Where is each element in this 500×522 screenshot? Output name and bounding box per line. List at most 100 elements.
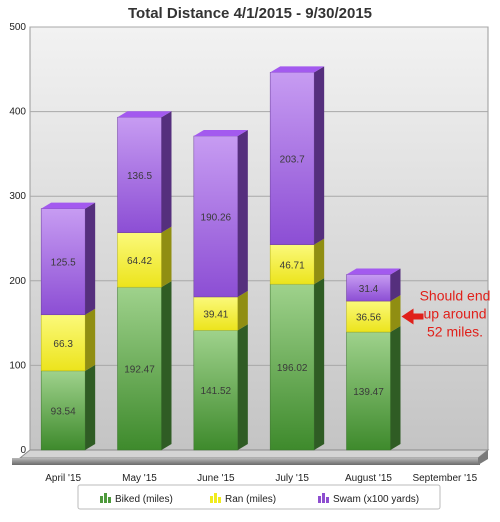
bar-front (193, 330, 239, 451)
legend-item[interactable]: Swam (x100 yards) (318, 493, 419, 505)
bar-segment-ran[interactable]: 39.41 (193, 290, 248, 331)
bar-side (85, 364, 96, 450)
legend-swatch (326, 497, 329, 503)
bar-top (270, 66, 325, 73)
data-label: 46.71 (280, 260, 305, 271)
bar-front (193, 296, 239, 331)
legend-swatch (100, 496, 103, 503)
legend-swatch (104, 493, 107, 503)
annotation-arrow (401, 308, 424, 325)
y-tick-label: 200 (9, 276, 26, 287)
data-label: 192.47 (124, 365, 155, 376)
x-tick-label: August '15 (345, 473, 392, 484)
bar-front (346, 274, 391, 302)
bar-side (390, 326, 401, 450)
plot-floor (12, 449, 490, 465)
legend-label: Swam (x100 yards) (333, 494, 419, 505)
bar-front (269, 244, 315, 285)
bar-side (314, 278, 325, 450)
data-label: 196.02 (277, 363, 308, 374)
bar-side (161, 111, 172, 233)
x-tick-label: September '15 (412, 473, 477, 484)
legend-item[interactable]: Biked (miles) (100, 493, 173, 505)
y-tick-label: 0 (20, 445, 26, 456)
data-label: 31.4 (359, 284, 379, 295)
bar-side (161, 281, 172, 450)
legend-swatch (210, 496, 213, 503)
bar-side (237, 290, 248, 331)
bar-front (117, 116, 162, 233)
bar-front (346, 300, 391, 333)
legend-swatch (218, 497, 221, 503)
legend-swatch (108, 497, 111, 503)
y-axis: 0 100 200 300 400 500 (9, 22, 26, 456)
annotation-text: 52 miles. (427, 324, 483, 340)
bar-segment-swam[interactable]: 125.5 (40, 202, 96, 316)
bar-segment-biked[interactable]: 93.54 (40, 364, 96, 451)
x-axis: April '15 May '15 June '15 July '15 August '… (45, 473, 477, 484)
bar-segment-swam[interactable]: 190.26 (193, 129, 248, 298)
x-tick-label: May '15 (122, 473, 157, 484)
bar-side (237, 129, 248, 297)
bar-segment-swam[interactable]: 203.7 (269, 66, 325, 245)
bar-side (390, 295, 401, 333)
x-tick-label: April '15 (45, 473, 81, 484)
bar-segment-swam[interactable]: 31.4 (346, 268, 401, 302)
data-label: 141.52 (201, 386, 232, 397)
bar-front (193, 135, 239, 298)
bar-top (193, 129, 248, 136)
data-label: 36.56 (356, 313, 381, 324)
y-tick-label: 100 (9, 360, 26, 371)
bar-segment-ran[interactable]: 36.56 (346, 295, 401, 333)
x-tick-label: June '15 (197, 473, 235, 484)
annotation-text: Should end (420, 288, 491, 304)
bar-front (40, 314, 86, 372)
plot-background (29, 26, 489, 451)
data-label: 203.7 (280, 154, 305, 165)
bar-side (314, 66, 325, 245)
data-label: 64.42 (127, 256, 152, 267)
bar-segment-biked[interactable]: 192.47 (117, 281, 172, 451)
legend-swatch (322, 493, 325, 503)
annotation: Should end up around 52 miles. (401, 288, 491, 340)
data-label: 190.26 (201, 212, 232, 223)
bar-side (237, 324, 248, 450)
bar-segment-biked[interactable]: 141.52 (193, 324, 248, 451)
floor-front (12, 458, 480, 465)
bar-segment-ran[interactable]: 64.42 (117, 226, 172, 288)
legend-label: Biked (miles) (115, 494, 173, 505)
bars: 93.54 66.3 125.5 192.47 64.42 136.5 141.52 39.4… (40, 66, 401, 451)
bar-front (346, 331, 391, 451)
bar-segment-swam[interactable]: 136.5 (117, 111, 172, 233)
y-tick-label: 400 (9, 107, 26, 118)
bar-side (161, 226, 172, 288)
data-label: 125.5 (51, 258, 76, 269)
bar-top (41, 202, 96, 209)
bar-front (269, 283, 315, 451)
legend-item[interactable]: Ran (miles) (210, 493, 276, 505)
bar-front (269, 72, 315, 245)
data-label: 66.3 (53, 339, 73, 350)
legend-label: Ran (miles) (225, 494, 276, 505)
floor-side (478, 450, 488, 465)
bar-segment-biked[interactable]: 139.47 (346, 326, 401, 451)
annotation-text: up around (423, 306, 486, 322)
data-label: 39.41 (203, 310, 228, 321)
legend-swatch (318, 496, 321, 503)
floor-top (18, 449, 490, 459)
data-label: 136.5 (127, 171, 152, 182)
bar-segment-ran[interactable]: 66.3 (40, 308, 96, 372)
plot-wall (29, 26, 489, 451)
data-label: 139.47 (353, 387, 384, 398)
x-tick-label: July '15 (275, 473, 309, 484)
y-tick-label: 300 (9, 191, 26, 202)
bar-side (390, 268, 401, 302)
legend[interactable]: Biked (miles) Ran (miles) Swam (x100 yards… (77, 484, 441, 510)
bar-side (85, 202, 96, 315)
bar-front (117, 232, 162, 288)
bar-segment-biked[interactable]: 196.02 (269, 278, 325, 451)
legend-box (77, 484, 441, 510)
bar-segment-ran[interactable]: 46.71 (269, 238, 325, 285)
bar-top (346, 268, 401, 275)
bar-side (314, 238, 325, 285)
